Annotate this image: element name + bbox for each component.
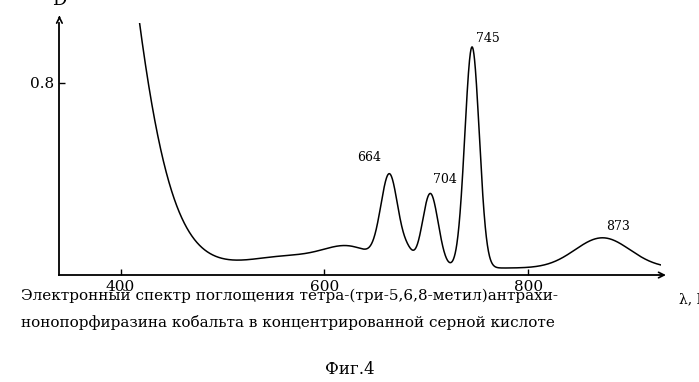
Text: нонопорфиразина кобальта в концентрированной серной кислоте: нонопорфиразина кобальта в концентрирова… (21, 315, 555, 330)
Text: 704: 704 (433, 173, 457, 186)
Text: 745: 745 (476, 32, 500, 45)
Text: Фиг.4: Фиг.4 (325, 361, 374, 378)
Text: D: D (52, 0, 66, 8)
Text: λ, НМ: λ, НМ (679, 292, 699, 306)
Text: 664: 664 (357, 151, 382, 164)
Text: 873: 873 (607, 220, 630, 233)
Text: Электронный спектр поглощения тетра-(три-5,6,8-метил)антрахи-: Электронный спектр поглощения тетра-(три… (21, 288, 558, 303)
